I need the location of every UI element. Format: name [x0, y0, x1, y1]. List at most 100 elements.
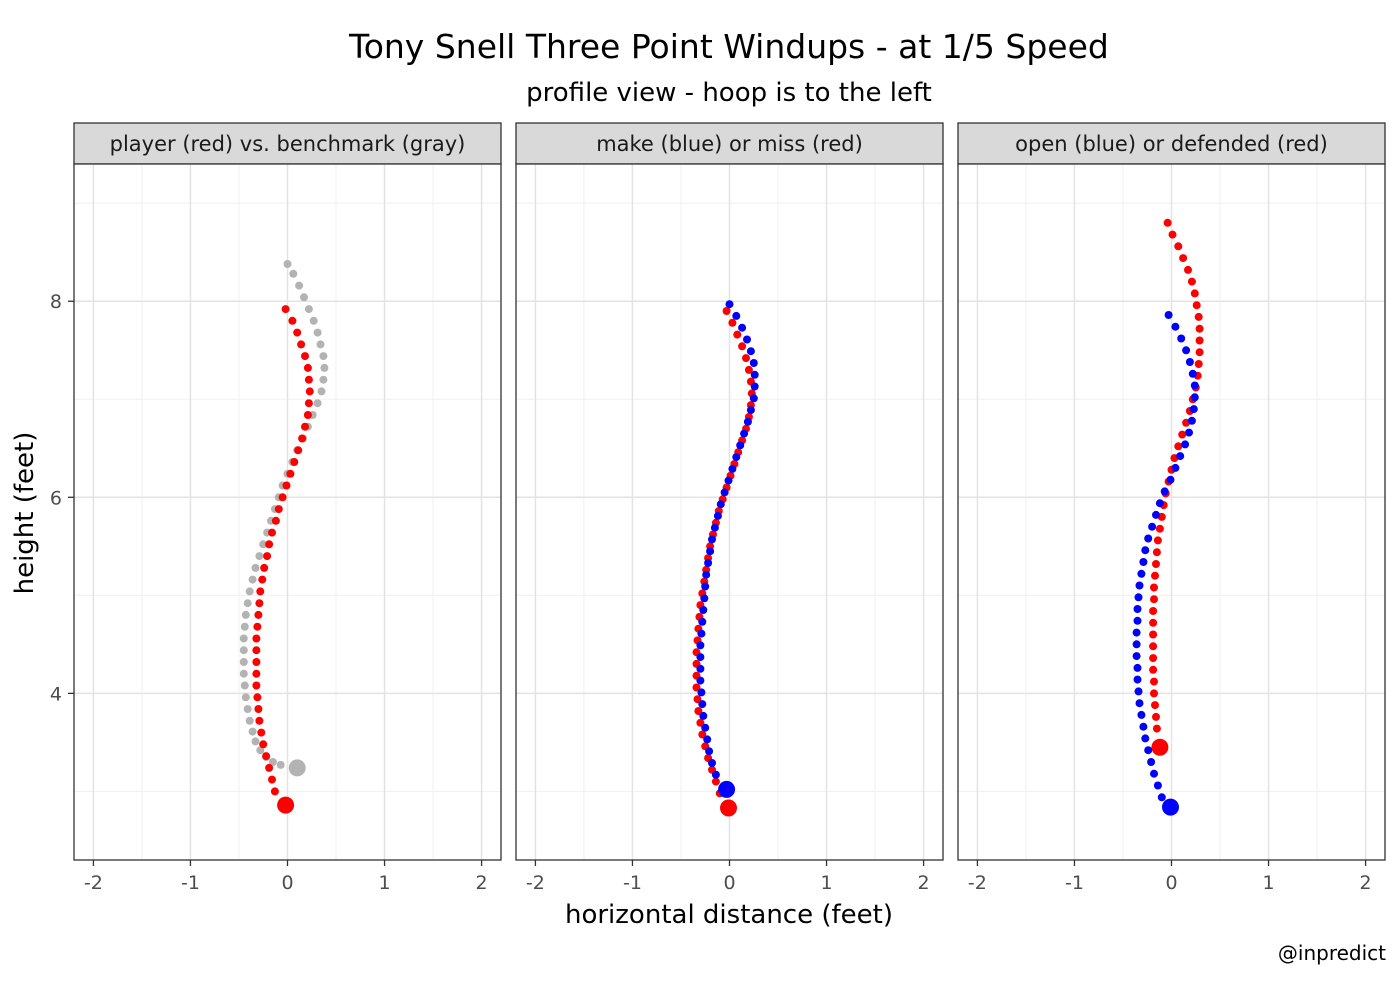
data-point: [251, 563, 260, 572]
data-point: [245, 716, 254, 725]
data-point: [1194, 312, 1203, 321]
data-point: [289, 269, 298, 278]
data-point: [740, 429, 749, 438]
data-point: [733, 330, 742, 339]
data-point: [256, 587, 265, 596]
data-point: [271, 516, 280, 525]
x-axis-title: horizontal distance (feet): [565, 900, 893, 930]
data-point: [316, 340, 325, 349]
data-point: [1157, 793, 1166, 802]
data-point: [304, 375, 313, 384]
data-point: [1174, 442, 1183, 451]
data-point: [1139, 558, 1148, 566]
data-point: [1139, 722, 1148, 731]
data-point: [696, 676, 705, 685]
data-point: [1152, 548, 1161, 557]
data-point: [1149, 654, 1158, 663]
data-point: [1150, 595, 1158, 604]
data-point: [309, 316, 318, 325]
data-point: [1185, 428, 1193, 437]
data-point: [738, 323, 747, 332]
data-point: [265, 540, 274, 549]
data-point: [696, 664, 705, 673]
data-point: [290, 458, 299, 466]
data-point: [1135, 699, 1144, 708]
data-point: [728, 464, 737, 473]
y-axis-title: height (feet): [10, 432, 40, 595]
data-point: [257, 728, 266, 737]
data-point: [319, 352, 328, 361]
data-point: [1151, 571, 1159, 580]
data-point: [738, 342, 747, 351]
data-point: [1144, 746, 1153, 755]
data-point: [288, 316, 297, 325]
data-point: [1189, 405, 1198, 414]
data-point: [1132, 628, 1141, 637]
data-point: [1184, 265, 1192, 274]
data-point: [698, 730, 707, 739]
data-point: [749, 359, 758, 367]
data-point: [301, 352, 309, 361]
data-point: [259, 540, 268, 549]
data-point: [703, 735, 712, 744]
data-point: [750, 370, 759, 379]
x-tick-label: 1: [1262, 872, 1274, 894]
data-point: [696, 641, 705, 650]
data-point: [1149, 665, 1158, 674]
data-point: [258, 575, 267, 584]
x-tick-label: -1: [1065, 872, 1084, 894]
x-tick-label: 2: [476, 872, 488, 894]
release-point: [720, 799, 737, 817]
data-point: [699, 711, 708, 720]
y-tick-label: 8: [50, 291, 62, 313]
data-point: [1144, 534, 1153, 543]
data-point: [1135, 581, 1144, 590]
x-tick-label: 1: [378, 872, 390, 894]
data-point: [746, 347, 755, 356]
data-point: [1137, 710, 1146, 719]
data-point: [1133, 605, 1142, 613]
data-point: [319, 375, 328, 384]
data-point: [1195, 348, 1204, 357]
data-point: [732, 453, 741, 462]
data-point: [702, 570, 711, 579]
data-point: [260, 563, 269, 572]
data-point: [698, 617, 707, 626]
data-point: [1150, 689, 1158, 698]
data-point: [1153, 781, 1162, 790]
data-point: [1187, 416, 1196, 425]
chart-title: Tony Snell Three Point Windups - at 1/5 …: [348, 27, 1109, 66]
data-point: [286, 469, 295, 478]
data-point: [263, 552, 272, 561]
data-point: [1181, 440, 1190, 449]
release-point: [288, 759, 306, 777]
data-point: [268, 775, 276, 784]
data-point: [243, 599, 252, 608]
data-point: [252, 634, 261, 643]
data-point: [253, 622, 262, 631]
data-point: [743, 417, 752, 426]
data-point: [239, 634, 248, 643]
strip-background: [957, 122, 1386, 165]
data-point: [1133, 663, 1142, 672]
data-point: [1133, 675, 1142, 684]
data-point: [1132, 640, 1141, 649]
data-point: [281, 305, 290, 314]
data-point: [1133, 616, 1142, 625]
series-blue: [696, 300, 759, 798]
data-point: [1182, 346, 1191, 355]
data-point: [697, 688, 706, 697]
data-point: [256, 746, 265, 755]
data-point: [239, 658, 248, 666]
data-point: [700, 594, 709, 603]
y-tick-label: 4: [50, 683, 62, 705]
series-red: [252, 305, 314, 814]
data-point: [704, 559, 713, 567]
data-point: [1192, 301, 1201, 310]
x-tick-label: -1: [623, 872, 642, 894]
data-point: [1190, 289, 1199, 298]
data-point: [301, 422, 309, 431]
data-point: [265, 763, 274, 772]
data-point: [720, 488, 729, 497]
data-point: [744, 365, 753, 374]
